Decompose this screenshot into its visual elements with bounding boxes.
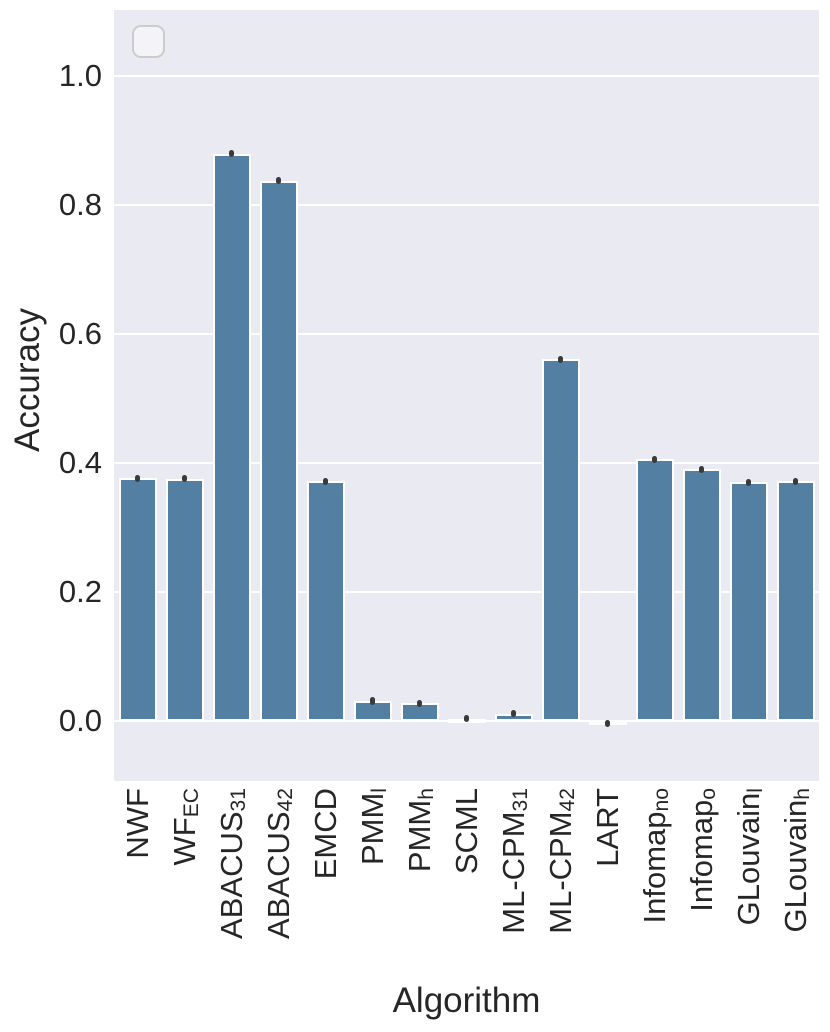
bar-glouvain	[776, 481, 815, 722]
gridline-y1.0	[114, 75, 819, 78]
x-axis-label: Algorithm	[392, 981, 541, 1020]
x-tick-label: ML-CPM31	[495, 788, 532, 934]
y-tick-label: 0.2	[58, 574, 102, 610]
gridline-y0.4	[114, 462, 819, 465]
bar-abacus	[259, 180, 298, 722]
x-tick-label: PMMl	[354, 788, 391, 866]
y-tick-label: 0.6	[58, 316, 102, 352]
error-bar	[699, 465, 704, 473]
error-bar	[746, 478, 751, 486]
bar-glouvain	[729, 482, 768, 722]
error-bar	[464, 715, 469, 723]
x-tick-subscript: h	[790, 788, 814, 800]
error-bar	[323, 477, 328, 485]
x-tick-label: SCML	[448, 788, 484, 875]
error-bar	[652, 455, 657, 463]
x-tick-subscript: no	[649, 788, 673, 812]
x-tick-subscript: 31	[508, 788, 532, 812]
bar-wf	[165, 478, 204, 722]
x-tick-label: ABACUS31	[213, 788, 250, 939]
plot-area	[114, 10, 819, 781]
error-bar	[182, 475, 187, 483]
x-tick-subscript: l	[367, 788, 391, 793]
x-tick-label: GLouvainl	[730, 788, 767, 926]
legend-box	[132, 25, 165, 58]
gridline-y0.8	[114, 204, 819, 207]
x-tick-label: Infomapno	[636, 788, 673, 924]
x-tick-label: WFEC	[166, 788, 203, 866]
error-bar	[793, 477, 798, 485]
gridline-y0.2	[114, 591, 819, 594]
x-tick-label: NWF	[119, 788, 155, 859]
y-tick-label: 1.0	[58, 58, 102, 94]
x-tick-label: PMMh	[401, 788, 438, 873]
x-tick-subscript: o	[696, 788, 720, 800]
error-bar	[370, 697, 375, 706]
y-tick-label: 0.4	[58, 445, 102, 481]
x-tick-label: LART	[589, 788, 625, 867]
bar-infomap	[635, 459, 674, 722]
x-tick-subscript: l	[743, 788, 767, 793]
error-bar	[276, 177, 281, 185]
y-tick-label: 0.0	[58, 703, 102, 739]
bar-nwf	[118, 478, 157, 722]
x-tick-label: ABACUS42	[260, 788, 297, 939]
error-bar	[558, 355, 563, 363]
bar-infomap	[682, 469, 721, 722]
x-tick-label: Infomapo	[683, 788, 720, 912]
bar-emcd	[306, 481, 345, 722]
x-tick-label: ML-CPM42	[542, 788, 579, 934]
x-tick-subscript: h	[414, 788, 438, 800]
error-bar	[417, 699, 422, 707]
y-tick-label: 0.8	[58, 187, 102, 223]
gridline-y0.6	[114, 333, 819, 336]
x-tick-subscript: EC	[179, 788, 203, 818]
error-bar	[605, 720, 610, 728]
x-tick-subscript: 42	[555, 788, 579, 812]
error-bar	[229, 150, 234, 158]
x-tick-label: GLouvainh	[777, 788, 814, 933]
x-tick-subscript: 31	[226, 788, 250, 812]
x-tick-subscript: 42	[273, 788, 297, 812]
error-bar	[511, 710, 516, 718]
bar-abacus	[212, 153, 251, 722]
bar-ml-cpm	[541, 359, 580, 722]
error-bar	[135, 474, 140, 482]
x-tick-label: EMCD	[307, 788, 343, 880]
